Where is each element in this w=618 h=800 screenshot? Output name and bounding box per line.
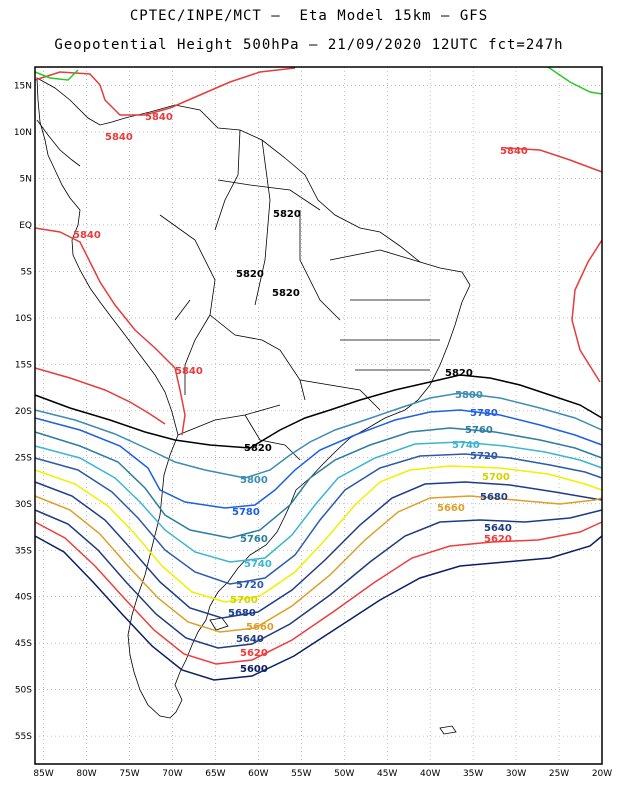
- contour-label: 5760: [240, 534, 268, 545]
- contour-label: 5640: [236, 634, 264, 645]
- contour-label: 5620: [240, 648, 268, 659]
- contour-label: 5620: [484, 534, 512, 545]
- contour-5680: [34, 481, 603, 619]
- contour-5600: [34, 535, 603, 681]
- longitude-tick-label: 45W: [377, 769, 397, 779]
- map-background: [35, 67, 602, 764]
- contour-5660: [34, 495, 603, 633]
- longitude-tick-label: 85W: [33, 769, 53, 779]
- south-georgia: [439, 725, 457, 735]
- latitude-tick-label: 10N: [14, 128, 32, 138]
- longitude-tick-label: 25W: [549, 769, 569, 779]
- contour-label: 5660: [246, 622, 274, 633]
- longitude-tick-label: 50W: [334, 769, 354, 779]
- coastline: [36, 77, 471, 735]
- contour-5720: [34, 453, 603, 585]
- contour-label: 5640: [484, 523, 512, 534]
- longitude-tick-label: 30W: [506, 769, 526, 779]
- contour-label: 5740: [244, 559, 272, 570]
- map-header: CPTEC/INPE/MCT – Eta Model 15km – GFS Ge…: [0, 0, 618, 66]
- contour-5840-northwest: [34, 67, 296, 116]
- map-subtitle: Geopotential Height 500hPa – 21/09/2020 …: [54, 37, 564, 53]
- brazil-states: [214, 129, 440, 411]
- latitude-tick-label: 30S: [15, 500, 32, 510]
- contour-label: 5800: [455, 390, 483, 401]
- contour-5840-coast: [34, 227, 186, 436]
- latitude-tick-label: 15N: [14, 82, 32, 92]
- longitude-tick-label: 75W: [119, 769, 139, 779]
- latitude-tick-label: 45S: [15, 639, 32, 649]
- contour-labels: 5840 5840 5840 5840 5840 5820 5820 5820 …: [73, 112, 528, 675]
- contour-5780: [34, 409, 603, 509]
- latitude-tick-label: 35S: [15, 546, 32, 556]
- latitude-tick-label: 55S: [15, 732, 32, 742]
- contour-label: 5820: [273, 209, 301, 220]
- contour-label: 5820: [272, 288, 300, 299]
- contour-5700: [34, 465, 603, 603]
- green-contour-northeast: [547, 66, 603, 95]
- longitude-tick-label: 70W: [162, 769, 182, 779]
- longitude-tick-label: 60W: [248, 769, 268, 779]
- contour-label: 5680: [228, 608, 256, 619]
- contour-label: 5700: [482, 472, 510, 483]
- latitude-tick-label: 5S: [21, 267, 33, 277]
- latitude-tick-label: 40S: [15, 593, 32, 603]
- contour-label: 5820: [244, 443, 272, 454]
- contour-5640: [34, 509, 603, 649]
- contour-5740: [34, 441, 603, 563]
- contour-5840-southwest: [34, 367, 166, 425]
- contour-label: 5760: [465, 425, 493, 436]
- country-borders: [159, 214, 306, 461]
- map-title: CPTEC/INPE/MCT – Eta Model 15km – GFS: [129, 8, 489, 24]
- contour-label: 5780: [470, 408, 498, 419]
- contour-label: 5660: [437, 503, 465, 514]
- contour-5820: [34, 374, 603, 449]
- contour-label: 5840: [73, 230, 101, 241]
- latitude-tick-label: 25S: [15, 453, 32, 463]
- longitude-tick-label: 80W: [76, 769, 96, 779]
- latitude-tick-label: 5N: [20, 175, 32, 185]
- latitude-tick-label: 10S: [15, 314, 32, 324]
- latitude-tick-label: EQ: [19, 221, 32, 231]
- contour-label: 5840: [500, 146, 528, 157]
- central-america-coast: [36, 119, 81, 167]
- map-frame: [34, 66, 603, 765]
- contour-label: 5780: [232, 507, 260, 518]
- longitude-tick-label: 20W: [592, 769, 612, 779]
- contour-5620: [34, 521, 603, 665]
- longitude-tick-label: 40W: [420, 769, 440, 779]
- falkland-islands: [209, 617, 229, 631]
- contour-label: 5840: [145, 112, 173, 123]
- longitude-tick-label: 65W: [205, 769, 225, 779]
- contour-5760: [34, 427, 603, 539]
- longitude-tick-label: 35W: [463, 769, 483, 779]
- contour-lines: [34, 66, 603, 681]
- contour-label: 5720: [236, 580, 264, 591]
- contour-label: 5840: [175, 366, 203, 377]
- contour-label: 5740: [452, 440, 480, 451]
- longitude-tick-label: 55W: [291, 769, 311, 779]
- contour-label: 5720: [470, 451, 498, 462]
- contour-label: 5600: [240, 664, 268, 675]
- axis-tick-labels: 15N 10N 5N EQ 5S 10S 15S 20S 25S 30S 35S 40S 45S 50S 5…: [14, 82, 612, 779]
- contour-label: 5700: [230, 595, 258, 606]
- contour-5840-northeast: [504, 147, 603, 173]
- latitude-tick-label: 15S: [15, 360, 32, 370]
- latitude-tick-label: 50S: [15, 686, 32, 696]
- contour-5840-east: [571, 239, 603, 383]
- contour-label: 5820: [236, 269, 264, 280]
- contour-label: 5840: [105, 132, 133, 143]
- green-contour-northwest: [34, 69, 79, 81]
- contour-label: 5820: [445, 368, 473, 379]
- latitude-tick-label: 20S: [15, 407, 32, 417]
- contour-label: 5800: [240, 475, 268, 486]
- south-america-coastline: [36, 77, 471, 719]
- contour-label: 5680: [480, 492, 508, 503]
- contour-5800: [34, 392, 603, 479]
